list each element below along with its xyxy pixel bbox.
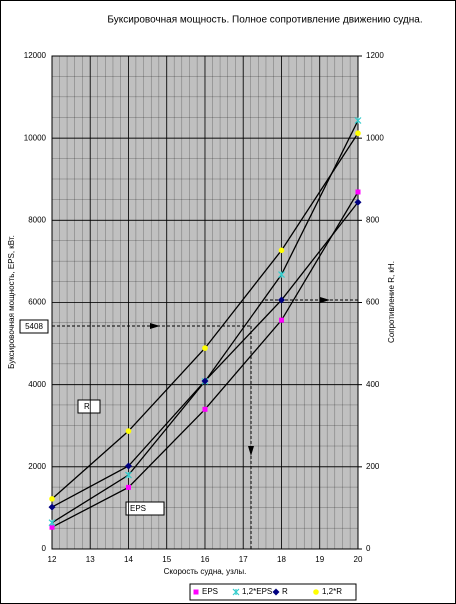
legend-label: 1,2*R <box>322 587 342 596</box>
y-tick-label: 2000 <box>28 462 46 471</box>
x-tick-label: 16 <box>201 555 210 564</box>
marker <box>279 317 284 323</box>
annotation-box <box>77 399 101 414</box>
x-tick-label: 13 <box>86 555 95 564</box>
marker <box>355 130 361 137</box>
legend-label: R <box>282 587 288 596</box>
marker <box>125 428 132 434</box>
x-axis-label: Скорость судна, узлы. <box>164 567 247 576</box>
marker <box>272 588 280 596</box>
y2-tick-label: 800 <box>366 215 380 224</box>
y2-tick-label: 1200 <box>366 51 384 60</box>
y2-axis-label: Сопротивление R, кН. <box>387 261 396 343</box>
marker <box>313 589 319 595</box>
annotation: 5408 <box>25 322 43 331</box>
annotation: EPS <box>130 504 146 513</box>
marker <box>49 496 55 502</box>
y2-tick-label: 400 <box>366 380 380 389</box>
x-tick-label: 19 <box>315 555 324 564</box>
annotation-box <box>125 501 165 516</box>
x-tick-label: 12 <box>48 555 57 564</box>
y-tick-label: 0 <box>42 544 47 553</box>
marker <box>126 484 131 490</box>
y-axis-label: Буксировочная мощность, EPS, кВт. <box>7 235 16 369</box>
arrows <box>150 297 330 456</box>
y-tick-label: 4000 <box>28 380 46 389</box>
marker <box>125 462 132 470</box>
marker <box>354 198 362 206</box>
y2-tick-label: 1000 <box>366 133 384 142</box>
marker <box>355 189 361 195</box>
marker <box>201 377 209 385</box>
plot-frame <box>51 55 359 550</box>
marker <box>125 471 132 479</box>
y-tick-label: 12000 <box>24 51 47 60</box>
chart-title: Буксировочная мощность. Полное сопротивл… <box>107 15 422 26</box>
marker <box>278 296 285 304</box>
marker <box>278 247 285 254</box>
marker <box>193 589 199 595</box>
x-tick-label: 18 <box>277 555 286 564</box>
marker <box>48 519 56 527</box>
x-tick-label: 15 <box>162 555 171 564</box>
annotation: R <box>84 402 90 411</box>
marker <box>48 503 56 511</box>
marker <box>202 406 208 412</box>
x-tick-label: 20 <box>354 555 363 564</box>
legend-label: EPS <box>202 587 218 596</box>
y2-tick-label: 200 <box>366 462 380 471</box>
y2-tick-label: 600 <box>366 298 380 307</box>
marker <box>49 524 55 530</box>
y-tick-label: 8000 <box>28 215 46 224</box>
y-tick-label: 6000 <box>28 298 46 307</box>
marker <box>354 117 362 124</box>
x-tick-label: 14 <box>124 555 133 564</box>
marker <box>202 345 208 351</box>
marker <box>278 271 285 278</box>
y2-tick-label: 0 <box>366 544 371 553</box>
marker <box>232 588 240 596</box>
x-tick-label: 17 <box>239 555 248 564</box>
annotation-box <box>19 319 49 334</box>
y-tick-label: 10000 <box>24 133 47 142</box>
legend-label: 1,2*EPS <box>242 587 272 596</box>
